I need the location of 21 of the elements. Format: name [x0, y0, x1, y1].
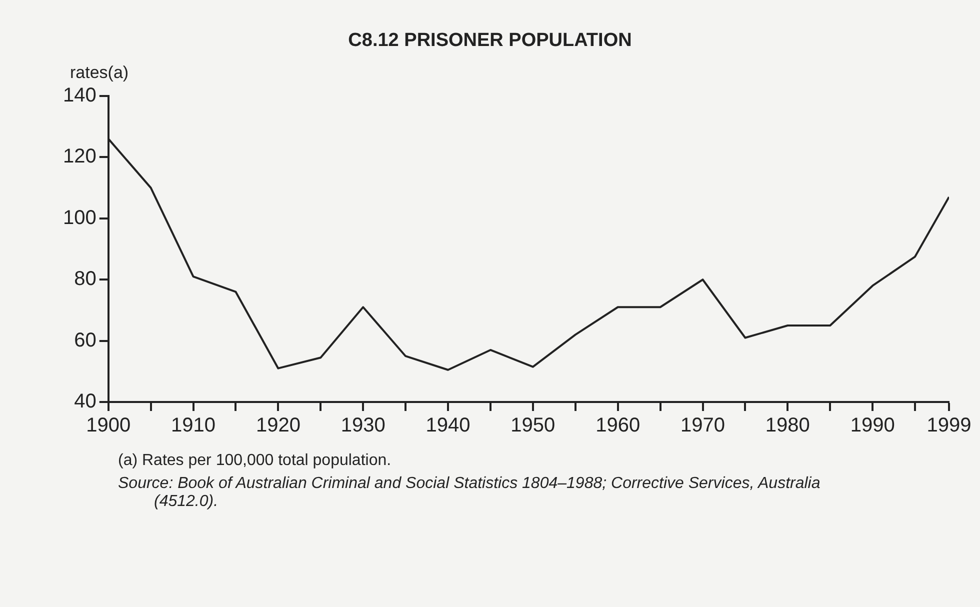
x-tick-label: 1910: [171, 414, 216, 437]
x-tick-label: 1950: [510, 414, 556, 437]
y-axis-title: rates(a): [70, 63, 129, 82]
x-tick-label: 1900: [86, 414, 131, 437]
x-tick-label: 1940: [426, 414, 470, 437]
x-tick-label: 1999: [926, 414, 972, 437]
y-tick-label: 140: [62, 84, 96, 107]
text: (a) Rates per 100,000 total population.: [118, 452, 392, 470]
y-tick-label: 40: [74, 390, 96, 413]
y-tick-label: 120: [62, 146, 96, 168]
x-tick-label: 1990: [850, 414, 895, 437]
y-tick-label: 100: [62, 206, 96, 229]
x-tick-label: 1930: [340, 414, 386, 437]
source-note: Source: Book of Australian Criminal and Social Statistics 1804–1988; Corrective Services, Australia (4512.0).: [118, 475, 822, 511]
x-tick-label: 1980: [765, 414, 810, 437]
x-tick-label: 1960: [596, 414, 640, 437]
y-tick-label: 60: [74, 329, 96, 352]
x-tick-label: 1920: [256, 414, 300, 437]
y-tick-label: 80: [74, 268, 96, 290]
chart-title: C8.12 PRISONER POPULATION: [347, 30, 633, 52]
x-tick-label: 1970: [680, 414, 726, 437]
